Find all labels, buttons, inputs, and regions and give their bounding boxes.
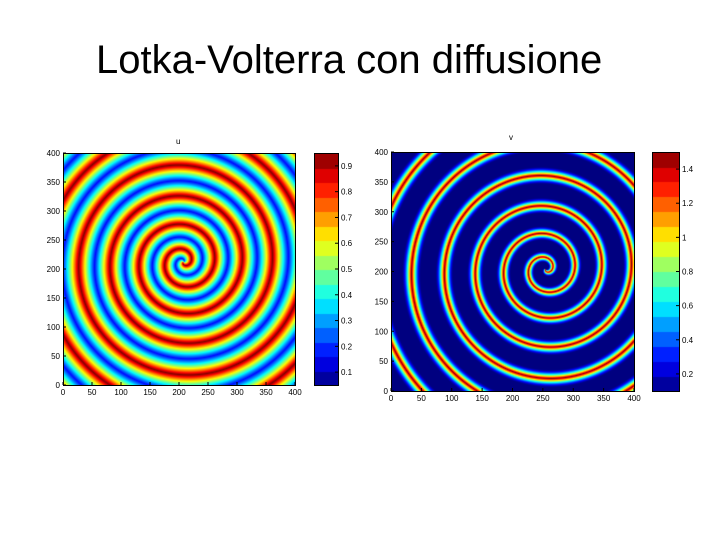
right-colorbar-tick-label: 0.4 [682, 336, 694, 345]
left-x-tick-label: 200 [172, 388, 186, 397]
left-x-tick-label: 0 [61, 388, 66, 397]
right-x-tick-label: 150 [475, 394, 489, 403]
left-x-tick-label: 350 [259, 388, 273, 397]
left-y-tick-label: 200 [47, 265, 61, 274]
left-x-tick-label: 50 [88, 388, 97, 397]
right-y-tick-label: 350 [375, 178, 389, 187]
right-y-tick-label: 150 [375, 297, 389, 306]
left-y-tick-label: 250 [47, 236, 61, 245]
right-x-tick-label: 300 [567, 394, 581, 403]
left-y-tick-label: 400 [47, 149, 61, 158]
right-y-tick-label: 200 [375, 268, 389, 277]
right-panel-title: v [509, 133, 513, 142]
right-x-tick-label: 250 [536, 394, 550, 403]
left-panel-title: u [176, 137, 181, 146]
right-y-tick-label: 400 [375, 148, 389, 157]
left-colorbar-tick-label: 0.7 [341, 213, 353, 222]
left-colorbar-tick-label: 0.2 [341, 342, 353, 351]
right-colorbar-tick-label: 1 [682, 233, 687, 242]
right-y-tick-label: 100 [375, 327, 389, 336]
left-colorbar-tick-label: 0.3 [341, 317, 353, 326]
right-x-tick-label: 400 [627, 394, 641, 403]
right-y-tick-label: 0 [384, 387, 389, 396]
right-colorbar-tick-label: 1.4 [682, 165, 694, 174]
left-colorbar [314, 153, 338, 385]
right-colorbar-tick-label: 0.8 [682, 268, 694, 277]
left-y-tick-label: 50 [51, 352, 60, 361]
left-x-tick-label: 100 [114, 388, 128, 397]
right-x-tick-label: 0 [389, 394, 394, 403]
right-y-tick-label: 250 [375, 238, 389, 247]
right-colorbar [652, 152, 679, 391]
right-x-tick-label: 100 [445, 394, 459, 403]
left-colorbar-tick-label: 0.8 [341, 188, 353, 197]
left-y-tick-label: 300 [47, 207, 61, 216]
right-colorbar-tick-label: 0.6 [682, 302, 694, 311]
left-colorbar-tick-label: 0.9 [341, 162, 353, 171]
left-y-tick-label: 350 [47, 178, 61, 187]
left-x-tick-label: 150 [143, 388, 157, 397]
right-x-tick-label: 350 [597, 394, 611, 403]
right-x-tick-label: 200 [506, 394, 520, 403]
right-y-tick-label: 300 [375, 208, 389, 217]
left-colorbar-tick-label: 0.6 [341, 239, 353, 248]
right-heatmap [391, 152, 634, 391]
left-x-tick-label: 250 [201, 388, 215, 397]
left-x-tick-label: 400 [288, 388, 302, 397]
right-y-tick-label: 50 [379, 357, 388, 366]
left-colorbar-tick-label: 0.4 [341, 291, 353, 300]
right-colorbar-tick-label: 1.2 [682, 199, 694, 208]
left-y-tick-label: 100 [47, 323, 61, 332]
left-heatmap [63, 153, 295, 385]
left-colorbar-tick-label: 0.5 [341, 265, 353, 274]
right-x-tick-label: 50 [417, 394, 426, 403]
left-x-tick-label: 300 [230, 388, 244, 397]
left-y-tick-label: 0 [56, 381, 61, 390]
left-colorbar-tick-label: 0.1 [341, 368, 353, 377]
left-y-tick-label: 150 [47, 294, 61, 303]
right-colorbar-tick-label: 0.2 [682, 370, 694, 379]
slide-title: Lotka-Volterra con diffusione [96, 38, 603, 82]
